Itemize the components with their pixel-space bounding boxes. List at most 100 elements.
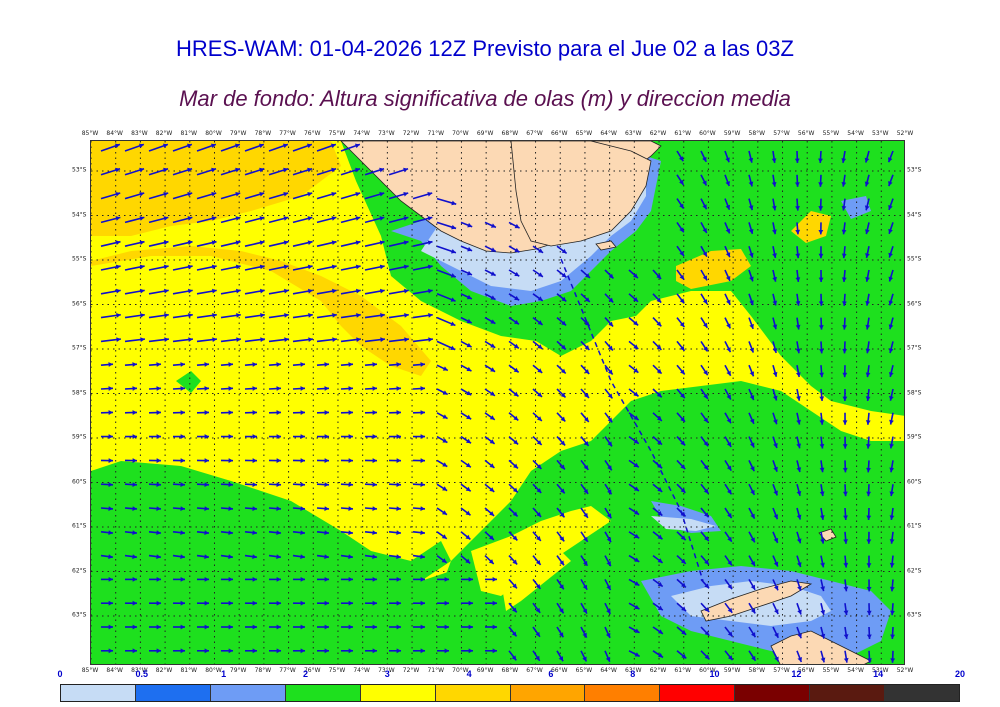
wave-direction-arrow (604, 317, 614, 328)
wave-direction-arrow (100, 167, 121, 176)
wave-direction-arrow (436, 340, 456, 351)
wave-direction-arrow (413, 600, 425, 606)
latitude-label: 59°S (72, 433, 87, 441)
wave-direction-arrow (652, 459, 663, 469)
wave-direction-arrow (364, 216, 385, 224)
longitude-label: 64°W (600, 667, 617, 674)
latitude-label: 60°S (907, 478, 922, 485)
wave-direction-arrow (125, 648, 137, 654)
wave-direction-arrow (125, 600, 137, 606)
wave-direction-arrow (436, 293, 456, 302)
wave-direction-arrow (124, 264, 145, 271)
wave-direction-arrow (220, 337, 241, 343)
wave-direction-arrow (724, 341, 732, 353)
wave-direction-arrow (148, 240, 169, 247)
wave-direction-arrow (843, 484, 848, 497)
wave-direction-arrow (676, 245, 685, 257)
wave-direction-arrow (628, 578, 640, 587)
wave-direction-arrow (100, 312, 121, 319)
wave-direction-arrow (148, 386, 162, 391)
longitude-label: 73°W (378, 130, 395, 137)
wave-direction-arrow (842, 317, 847, 330)
longitude-label: 83°W (131, 667, 148, 674)
wave-direction-arrow (887, 150, 894, 163)
longitude-label: 85°W (81, 667, 99, 674)
wave-direction-arrow (460, 245, 473, 252)
wave-direction-arrow (412, 386, 426, 391)
wave-direction-arrow (748, 317, 754, 330)
wave-direction-arrow (124, 191, 145, 200)
wave-direction-arrow (842, 388, 848, 402)
wave-direction-arrow (388, 362, 402, 367)
wave-direction-arrow (437, 624, 449, 630)
wave-direction-arrow (100, 362, 114, 367)
wave-direction-arrow (604, 412, 613, 423)
wave-direction-arrow (866, 507, 872, 521)
wave-direction-arrow (364, 434, 378, 439)
wave-direction-arrow (865, 365, 871, 378)
wave-direction-arrow (580, 531, 589, 543)
wave-direction-arrow (532, 650, 541, 662)
wave-direction-arrow (796, 412, 801, 425)
wave-direction-arrow (316, 386, 330, 391)
wave-direction-arrow (220, 530, 234, 535)
wave-direction-arrow (172, 288, 193, 295)
longitude-label: 74°W (353, 667, 370, 674)
wave-direction-arrow (364, 337, 385, 343)
wave-direction-arrow (292, 530, 306, 535)
wave-direction-arrow (889, 436, 894, 449)
wave-direction-arrow (748, 626, 757, 638)
wave-direction-arrow (748, 578, 756, 591)
wave-direction-arrow (244, 458, 258, 463)
wave-direction-arrow (436, 531, 448, 540)
wave-direction-arrow (889, 531, 895, 544)
wave-direction-arrow (604, 507, 612, 519)
wave-direction-arrow (268, 362, 282, 367)
wave-direction-arrow (772, 341, 778, 354)
wave-direction-arrow (436, 435, 448, 444)
wave-direction-arrow (196, 264, 217, 271)
wave-direction-arrow (866, 484, 872, 497)
wave-direction-arrow (388, 288, 409, 295)
wave-direction-arrow (771, 198, 777, 211)
wave-direction-arrow (412, 240, 433, 247)
wave-direction-arrow (772, 483, 778, 496)
wave-direction-arrow (843, 555, 849, 568)
wave-direction-arrow (508, 340, 520, 349)
wave-direction-arrow (412, 458, 426, 463)
wave-direction-arrow (556, 412, 566, 423)
longitude-label: 68°W (501, 667, 519, 674)
wave-direction-arrow (340, 288, 361, 295)
wave-direction-arrow (316, 410, 330, 415)
wave-direction-arrow (842, 365, 848, 378)
swell-zone-yellow (91, 141, 904, 581)
wave-direction-arrow (245, 600, 257, 606)
wave-direction-arrow (364, 530, 378, 535)
wave-direction-arrow (196, 167, 217, 176)
wave-direction-arrow (196, 191, 217, 200)
wave-direction-arrow (196, 482, 210, 487)
latitude-label: 62°S (72, 567, 87, 574)
wave-direction-arrow (484, 531, 495, 541)
wave-direction-arrow (340, 143, 361, 152)
wave-direction-arrow (412, 264, 433, 271)
wave-direction-arrow (245, 648, 257, 654)
wave-direction-arrow (652, 507, 663, 517)
wave-direction-arrow (484, 412, 496, 421)
wave-direction-arrow (796, 507, 802, 520)
longitude-label: 55°W (822, 130, 840, 137)
wave-direction-arrow (628, 531, 640, 539)
wave-direction-arrow (556, 316, 567, 327)
wave-direction-arrow (100, 410, 114, 415)
longitude-label: 68°W (501, 130, 519, 137)
wave-direction-arrow (173, 648, 185, 654)
wave-direction-arrow (676, 317, 686, 328)
longitude-label: 66°W (550, 130, 568, 137)
colorbar-tick-label: 4 (466, 669, 472, 679)
wave-direction-arrow (292, 458, 306, 463)
wave-direction-arrow (676, 578, 687, 589)
wave-direction-arrow (843, 507, 848, 521)
wave-direction-arrow (532, 412, 543, 422)
wave-direction-arrow (436, 554, 448, 564)
wave-direction-arrow (124, 312, 145, 319)
